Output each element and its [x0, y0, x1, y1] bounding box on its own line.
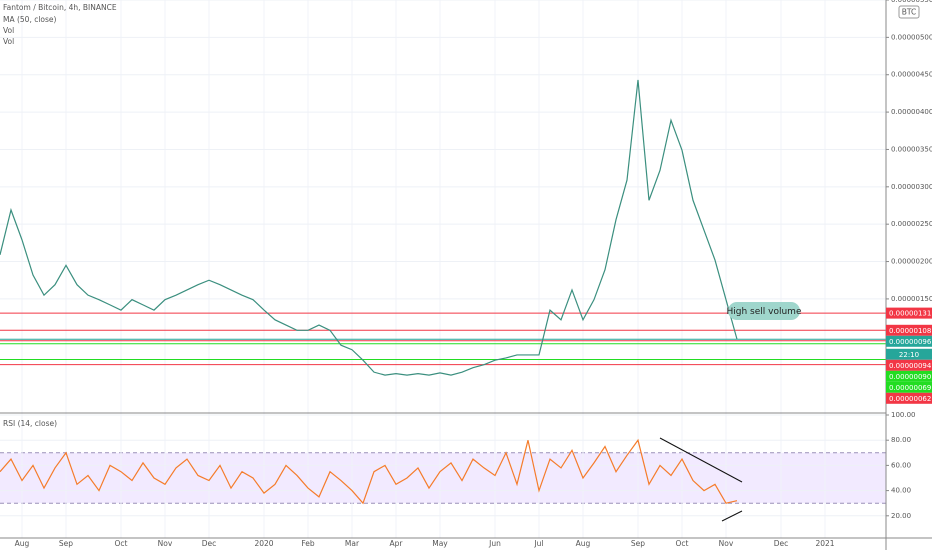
y-tick-label: 80.00 — [891, 436, 911, 444]
y-tick-label: 0.00000150 — [891, 295, 932, 303]
trendline — [721, 510, 743, 522]
indicator-label: MA (50, close) — [3, 15, 57, 24]
price-label-bg — [886, 324, 932, 336]
y-tick-label: 0.00000350 — [891, 145, 932, 153]
y-tick-label: 100.00 — [891, 411, 916, 419]
rsi-title: RSI (14, close) — [3, 419, 57, 428]
countdown-bg — [886, 348, 932, 360]
price-label-bg — [886, 392, 932, 404]
y-tick-label: 0.00000300 — [891, 183, 932, 191]
price-label-bg — [886, 381, 932, 393]
currency-badge[interactable] — [898, 5, 920, 19]
y-tick-label: 40.00 — [891, 487, 911, 495]
y-tick-label: 20.00 — [891, 512, 911, 520]
price-line — [0, 79, 738, 376]
price-label: 0.00000096 — [889, 338, 932, 346]
price-label-bg — [886, 370, 932, 382]
x-tick-label: Sep — [59, 539, 73, 548]
price-label: 0.00000069 — [889, 384, 931, 392]
y-tick-label: 0.00000500 — [891, 33, 932, 41]
x-tick-label: May — [432, 539, 448, 548]
x-tick-label: Aug — [576, 539, 591, 548]
plot-layer — [0, 0, 886, 538]
x-tick-label: 2021 — [815, 539, 834, 548]
x-tick-label: Dec — [202, 539, 217, 548]
x-tick-label: Aug — [15, 539, 30, 548]
price-label: 0.00000090 — [889, 373, 931, 381]
y-tick-label: 0.00000550 — [891, 0, 932, 4]
rsi-band — [0, 452, 886, 504]
price-label-bg — [886, 359, 932, 371]
price-label: 0.00000062 — [889, 395, 931, 403]
currency-label: BTC — [902, 8, 917, 17]
rsi-line — [0, 438, 738, 505]
y-tick-label: 0.00000400 — [891, 108, 932, 116]
chart-title: Fantom / Bitcoin, 4h, BINANCE — [3, 3, 117, 12]
x-tick-label: Nov — [719, 539, 734, 548]
x-tick-label: 2020 — [254, 539, 273, 548]
x-tick-label: Jun — [488, 539, 501, 548]
annotation: High sell volume — [727, 307, 802, 317]
y-tick-label: 0.00000250 — [891, 220, 932, 228]
x-tick-label: Oct — [115, 539, 128, 548]
trendline — [659, 437, 743, 483]
price-label: 0.00000131 — [889, 310, 931, 318]
price-label-bg — [886, 335, 932, 347]
x-tick-label: Dec — [774, 539, 789, 548]
y-tick-label: 0.00000200 — [891, 258, 932, 266]
x-tick-label: Mar — [345, 539, 360, 548]
x-tick-label: Sep — [631, 539, 645, 548]
indicator-label: Vol — [3, 26, 14, 35]
indicator-label: Vol — [3, 37, 14, 46]
x-tick-label: Feb — [301, 539, 315, 548]
price-label: 0.00000108 — [889, 327, 931, 335]
x-tick-label: Nov — [158, 539, 173, 548]
price-label-bg — [886, 307, 932, 319]
countdown: 22:10 — [899, 351, 919, 359]
y-tick-label: 60.00 — [891, 461, 911, 469]
y-tick-label: 0.00000450 — [891, 71, 932, 79]
price-label: 0.00000094 — [889, 362, 932, 370]
x-tick-label: Oct — [676, 539, 689, 548]
annotation-bubble — [728, 302, 800, 320]
x-tick-label: Jul — [533, 539, 543, 548]
x-tick-label: Apr — [390, 539, 404, 548]
